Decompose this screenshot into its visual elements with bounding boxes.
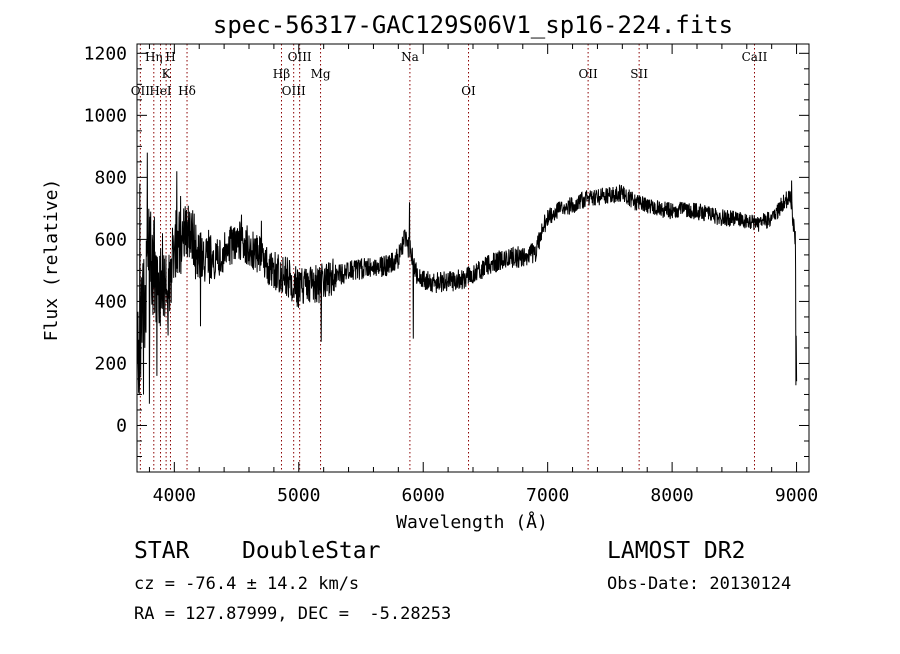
- line-label-8: OIII: [288, 50, 312, 64]
- survey-name: LAMOST DR2: [607, 538, 746, 564]
- y-tick-label-1200: 1200: [84, 43, 127, 64]
- x-tick-label-7000: 7000: [526, 485, 569, 506]
- line-label-2: HeI: [149, 84, 172, 98]
- line-marker-layer: OII Hη HeI KH Hδ Hβ OIII OIII Mg Na OI OII SII CaII: [131, 44, 768, 472]
- spectrum-layer: [136, 152, 798, 404]
- y-tick-label-400: 400: [94, 291, 127, 312]
- line-label-1: Hη: [145, 50, 163, 64]
- x-tick-label-6000: 6000: [402, 485, 445, 506]
- x-tick-label-8000: 8000: [650, 485, 693, 506]
- x-tick-label-5000: 5000: [277, 485, 320, 506]
- line-label-0: OII: [131, 84, 151, 98]
- line-label-12: OII: [578, 67, 598, 81]
- line-label-7: OIII: [282, 84, 306, 98]
- x-tick-label-9000: 9000: [775, 485, 818, 506]
- x-axis-label: Wavelength (Å): [396, 511, 548, 533]
- line-label-3: K: [162, 67, 172, 81]
- object-class: STAR: [134, 538, 190, 564]
- line-label-11: OI: [461, 84, 476, 98]
- line-label-14: CaII: [742, 50, 768, 64]
- object-subclass: DoubleStar: [242, 538, 381, 564]
- line-label-10: Na: [401, 50, 419, 64]
- line-label-6: Hβ: [273, 67, 290, 81]
- observation-date: Obs-Date: 20130124: [607, 574, 792, 594]
- y-axis-label: Flux (relative): [41, 179, 62, 342]
- y-tick-label-600: 600: [94, 229, 127, 250]
- line-label-5: Hδ: [178, 84, 196, 98]
- line-label-9: Mg: [311, 67, 331, 81]
- plot-frame: [136, 43, 810, 473]
- y-tick-label-0: 0: [116, 415, 127, 436]
- line-label-13: SII: [630, 67, 648, 81]
- axis-ticks: 4000 5000 6000 7000 8000 9000 0 200 400 600 800 100…: [84, 43, 819, 506]
- spectrum-line: [136, 152, 798, 404]
- y-tick-label-1000: 1000: [84, 105, 127, 126]
- y-tick-label-200: 200: [94, 353, 127, 374]
- line-label-4: H: [165, 50, 175, 64]
- x-tick-label-4000: 4000: [153, 485, 196, 506]
- redshift-value: cz = -76.4 ± 14.2 km/s: [134, 574, 360, 594]
- y-tick-label-800: 800: [94, 167, 127, 188]
- chart-title: spec-56317-GAC129S06V1_sp16-224.fits: [213, 11, 733, 39]
- coordinates: RA = 127.87999, DEC = -5.28253: [134, 604, 452, 624]
